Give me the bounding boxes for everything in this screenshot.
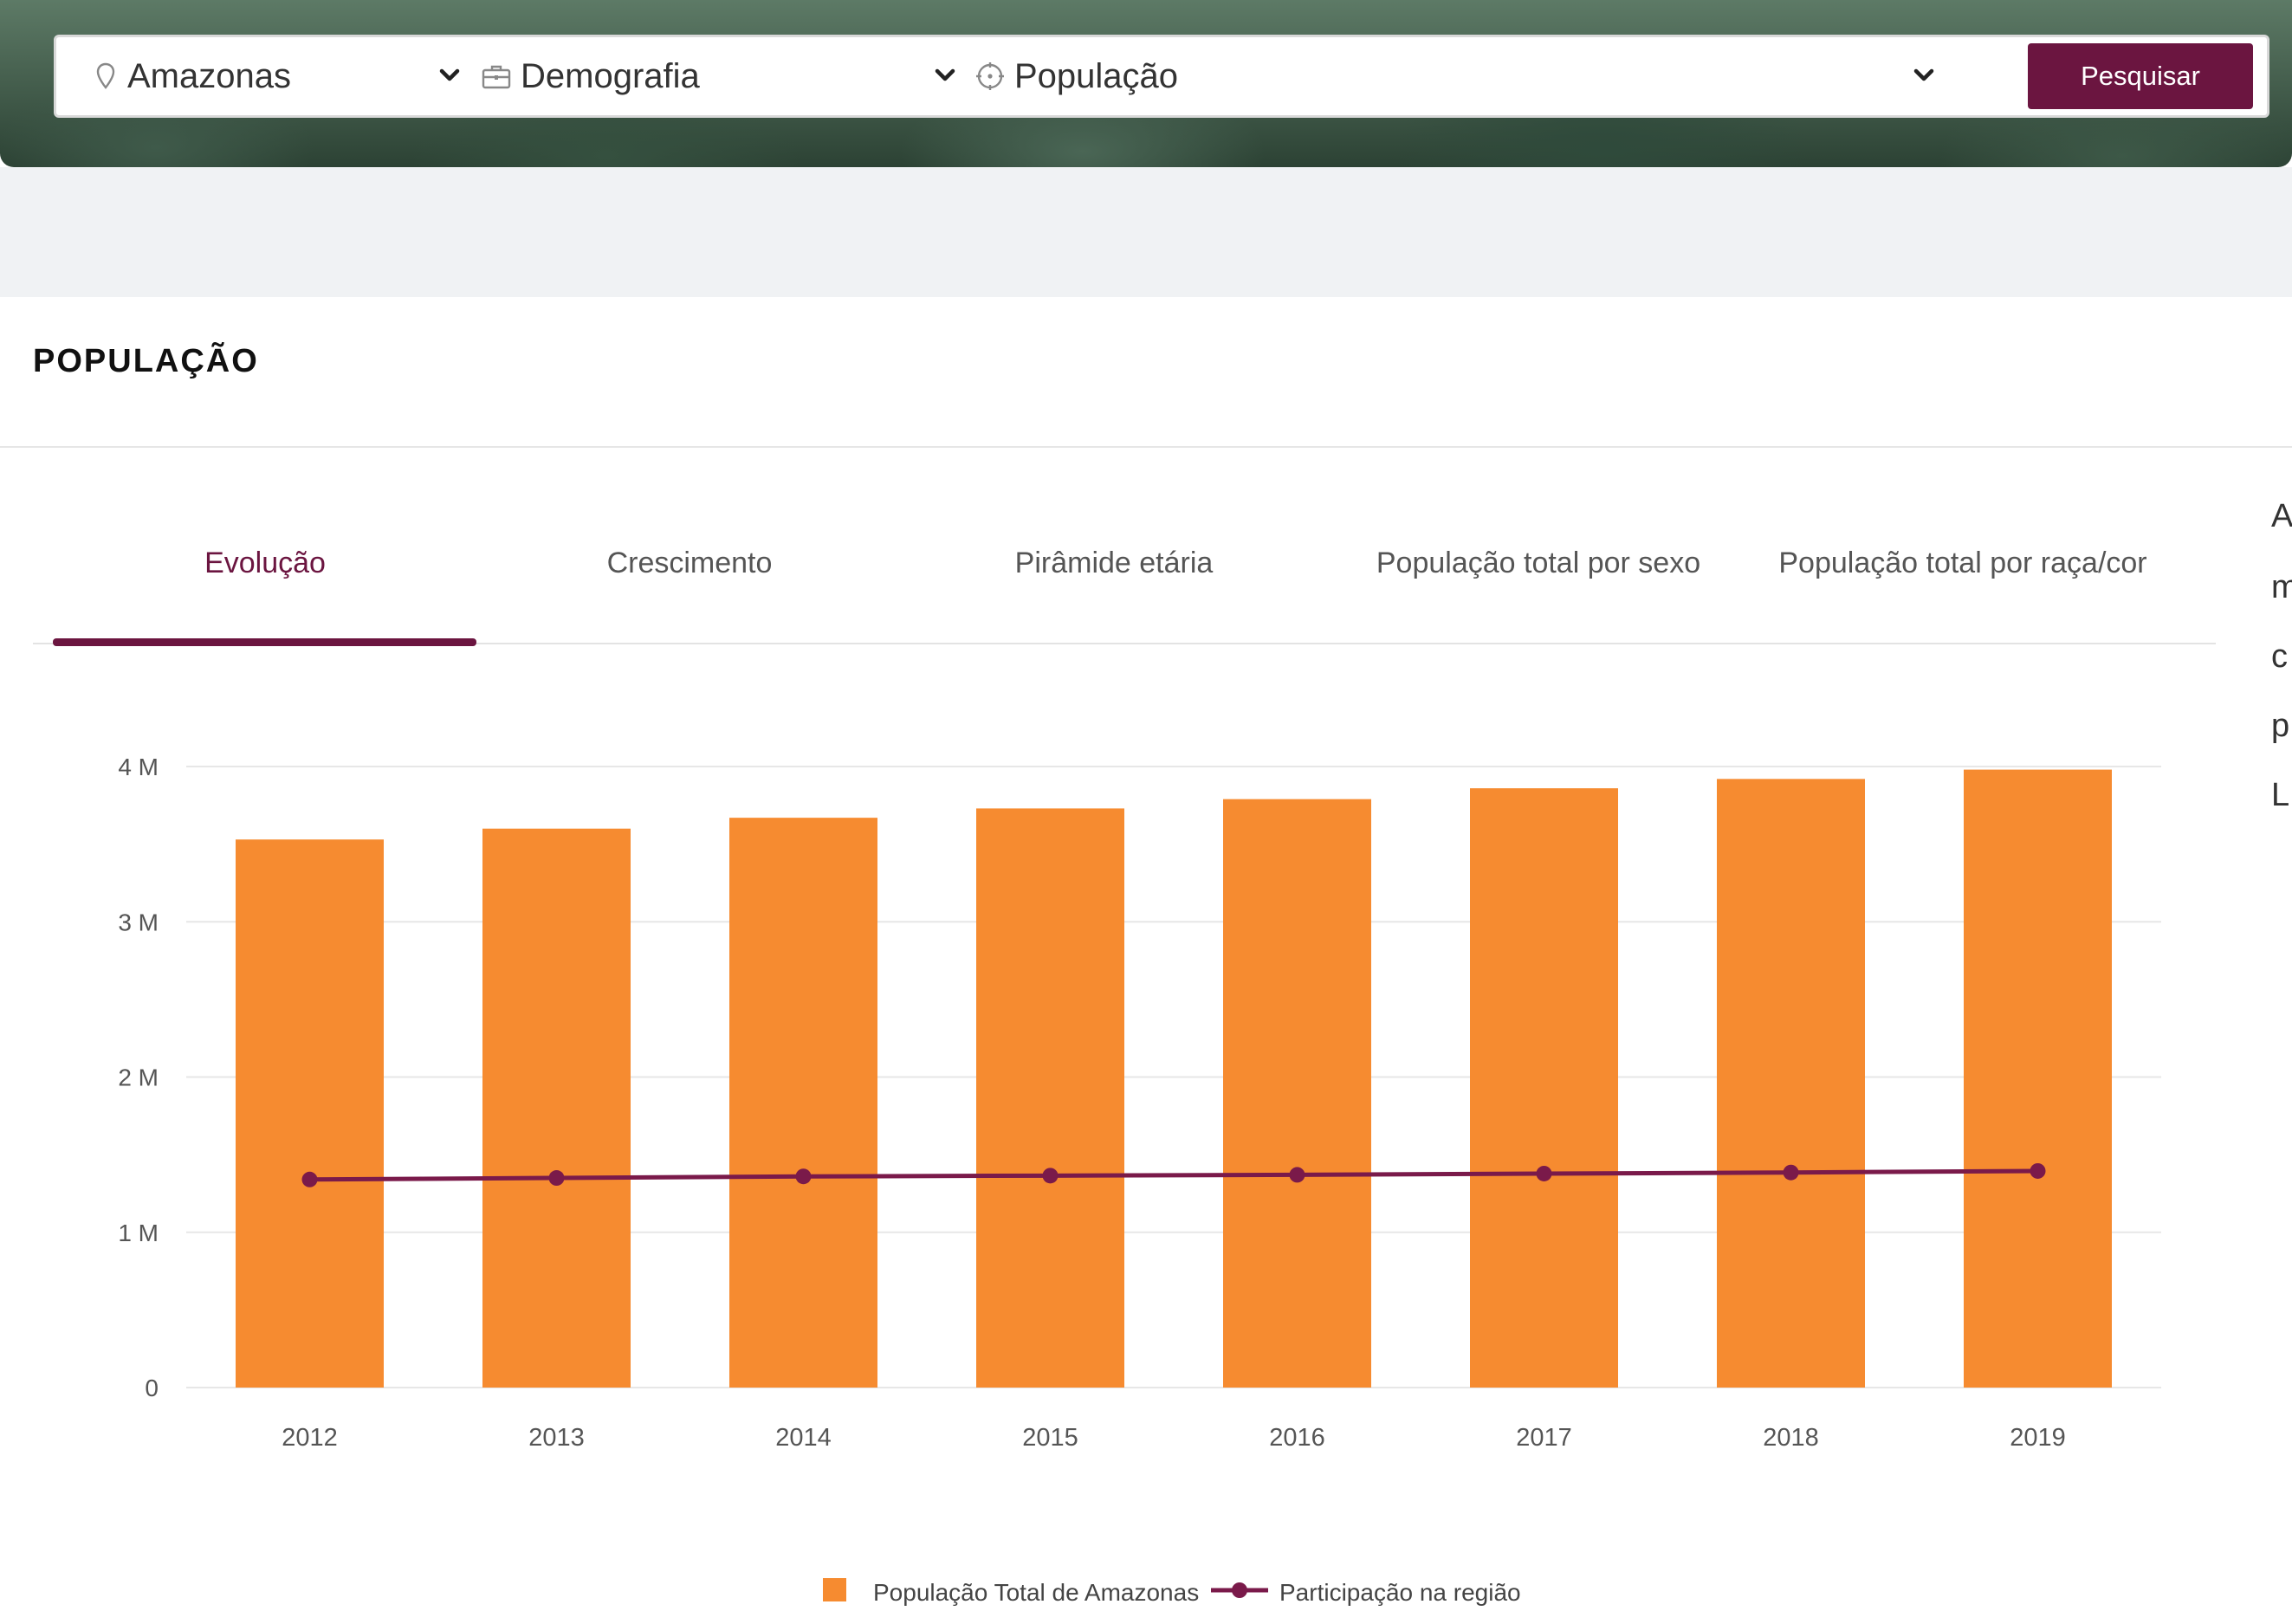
chevron-down-icon[interactable]	[928, 58, 962, 93]
bar	[482, 828, 631, 1388]
line-point	[548, 1170, 565, 1187]
bar-series	[236, 769, 2112, 1388]
spacer-band	[0, 167, 2292, 297]
x-tick-label: 2016	[1269, 1424, 1325, 1452]
bar	[1964, 769, 2112, 1388]
search-bar: Amazonas Demografia População	[54, 35, 2269, 118]
line-series	[301, 1162, 2046, 1187]
population-chart: 01 M2 M3 M4 M 2012 2013 2014 2015 2016 2017 20…	[118, 754, 2161, 1606]
tab-populacao-por-raca-cor[interactable]: População total por raça/cor	[1778, 546, 2147, 579]
x-tick-label: 2012	[282, 1424, 338, 1452]
side-text-line: A	[2271, 498, 2292, 534]
line-point	[795, 1168, 812, 1185]
chevron-down-icon[interactable]	[432, 58, 467, 93]
chevron-down-icon[interactable]	[1907, 58, 1941, 93]
legend-label-line: Participação na região	[1279, 1579, 1521, 1606]
series-line	[309, 1168, 2038, 1182]
theme-value: Demografia	[521, 56, 700, 95]
theme-select[interactable]: Demografia	[481, 37, 966, 115]
hero-banner: Amazonas Demografia População Pesquisar	[0, 0, 2292, 167]
bar	[236, 839, 384, 1388]
x-tick-label: 2015	[1022, 1424, 1078, 1452]
location-select[interactable]: Amazonas	[93, 37, 508, 115]
location-value: Amazonas	[127, 56, 291, 95]
x-tick-label: 2013	[528, 1424, 585, 1452]
side-text-line: L	[2271, 777, 2290, 813]
line-point	[2030, 1162, 2046, 1179]
chart-tabs: Evolução Crescimento Pirâmide etária Pop…	[33, 494, 2216, 645]
y-tick-label: 2 M	[118, 1064, 159, 1091]
legend-swatch-marker	[1232, 1582, 1247, 1598]
line-point	[1289, 1167, 1305, 1183]
active-tab-indicator	[53, 638, 476, 646]
y-tick-label: 3 M	[118, 909, 159, 935]
bar	[1717, 779, 1865, 1388]
bar	[1470, 788, 1618, 1388]
y-tick-label: 4 M	[118, 754, 159, 780]
side-text-line: m	[2271, 569, 2292, 605]
line-point	[1536, 1165, 1552, 1181]
indicator-select[interactable]: População	[974, 37, 1927, 115]
side-text-line: p	[2271, 708, 2290, 744]
line-point	[1783, 1164, 1799, 1181]
line-point	[1042, 1168, 1059, 1184]
bar	[729, 818, 877, 1388]
y-axis-ticks: 0 1 M 2 M 3 M 4 M	[118, 754, 159, 1401]
bar	[976, 808, 1124, 1388]
legend-label-bar: População Total de Amazonas	[873, 1579, 1199, 1606]
side-description: A m c p L	[2271, 498, 2292, 818]
chart-legend: População Total de Amazonas Participação…	[823, 1578, 1521, 1606]
indicator-value: População	[1014, 56, 1179, 95]
x-axis-ticks: 2012 2013 2014 2015 2016 2017 2018 2019	[282, 1424, 2066, 1452]
side-text-line: c	[2271, 638, 2288, 675]
bar	[1223, 799, 1371, 1388]
tab-populacao-por-sexo[interactable]: População total por sexo	[1376, 546, 1701, 579]
x-tick-label: 2017	[1516, 1424, 1572, 1452]
legend-swatch-bar	[823, 1578, 846, 1601]
section-title: POPULAÇÃO	[33, 343, 259, 379]
line-point	[301, 1171, 318, 1187]
x-tick-label: 2019	[2010, 1424, 2066, 1452]
y-tick-label: 1 M	[118, 1220, 159, 1246]
map-pin-icon	[93, 61, 119, 92]
target-icon	[974, 61, 1006, 92]
briefcase-icon	[481, 61, 512, 92]
x-tick-label: 2014	[775, 1424, 832, 1452]
section-divider	[0, 446, 2292, 448]
tab-crescimento[interactable]: Crescimento	[606, 546, 773, 579]
tab-piramide-etaria[interactable]: Pirâmide etária	[1014, 546, 1214, 579]
y-tick-label: 0	[145, 1375, 159, 1401]
search-button[interactable]: Pesquisar	[2028, 43, 2253, 109]
tab-evolucao[interactable]: Evolução	[204, 546, 326, 579]
x-tick-label: 2018	[1763, 1424, 1819, 1452]
tabs-baseline	[33, 643, 2216, 644]
